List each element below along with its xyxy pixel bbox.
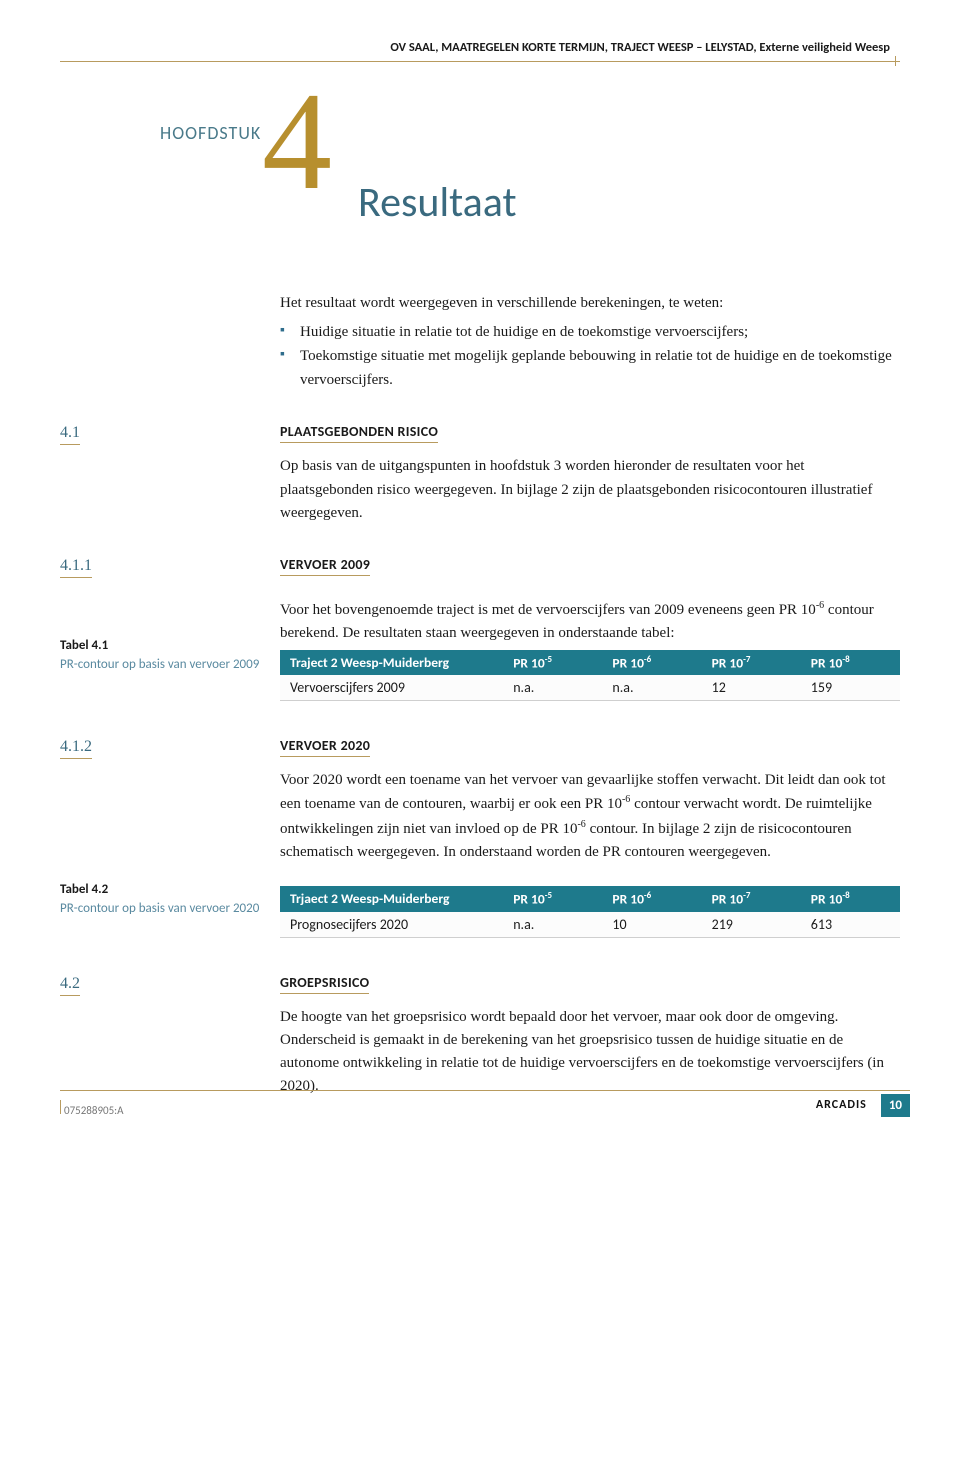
section-heading-4-1-1: VERVOER 2009 [280, 556, 370, 576]
table-header-row: Traject 2 Weesp-Muiderberg PR 10-5 PR 10… [280, 650, 900, 676]
chapter-title: Resultaat [358, 177, 517, 228]
table-header-cell: PR 10-7 [702, 886, 801, 912]
table-header-cell: PR 10-7 [702, 650, 801, 676]
header-tick-icon [895, 56, 896, 66]
table-cell: 12 [702, 675, 801, 701]
table-cell: 159 [801, 675, 900, 701]
footer-rule [60, 1090, 910, 1091]
chapter-number: 4 [262, 72, 332, 212]
table-4-1-caption-title: Tabel 4.1 [60, 638, 260, 653]
table-header-cell: PR 10-5 [503, 650, 602, 676]
table-header-cell: Trjaect 2 Weesp-Muiderberg [280, 886, 503, 912]
footer-page-number: 10 [881, 1094, 910, 1117]
table-4-1: Traject 2 Weesp-Muiderberg PR 10-5 PR 10… [280, 650, 900, 702]
intro-lead: Het resultaat wordt weergegeven in versc… [280, 292, 900, 315]
section-number-4-1-1: 4.1.1 [60, 557, 92, 578]
table-cell: n.a. [602, 675, 701, 701]
table-header-cell: PR 10-5 [503, 886, 602, 912]
table-cell: 10 [602, 912, 701, 938]
section-heading-4-1: PLAATSGEBONDEN RISICO [280, 423, 438, 443]
table-4-1-caption-desc: PR-contour op basis van vervoer 2009 [60, 656, 260, 674]
table-cell: 613 [801, 912, 900, 938]
table-row: Prognosecijfers 2020 n.a. 10 219 613 [280, 912, 900, 938]
text-span: Voor het bovengenoemde traject is met de… [280, 602, 816, 618]
chapter-label: HOOFDSTUK [160, 122, 261, 144]
table-row: Vervoerscijfers 2009 n.a. n.a. 12 159 [280, 675, 900, 701]
table-cell: n.a. [503, 675, 602, 701]
table-cell: 219 [702, 912, 801, 938]
table-cell: Vervoerscijfers 2009 [280, 675, 503, 701]
table-4-2-caption-desc: PR-contour op basis van vervoer 2020 [60, 900, 260, 918]
footer-doc-id: 075288905:A [60, 1104, 220, 1117]
list-item: Toekomstige situatie met mogelijk geplan… [280, 344, 900, 392]
section-heading-4-2: GROEPSRISICO [280, 974, 369, 994]
section-4-2-body: De hoogte van het groepsrisico wordt bep… [280, 1006, 900, 1099]
table-header-row: Trjaect 2 Weesp-Muiderberg PR 10-5 PR 10… [280, 886, 900, 912]
intro-bullet-list: Huidige situatie in relatie tot de huidi… [280, 320, 900, 392]
section-4-1-body: Op basis van de uitgangspunten in hoofds… [280, 455, 900, 525]
exponent: -6 [816, 600, 824, 611]
footer-brand: ARCADIS [816, 1098, 867, 1112]
chapter-heading: HOOFDSTUK 4 Resultaat [280, 122, 900, 242]
page-footer: 075288905:A ARCADIS 10 [60, 1094, 910, 1117]
table-4-2-caption-title: Tabel 4.2 [60, 882, 260, 897]
table-header-cell: Traject 2 Weesp-Muiderberg [280, 650, 503, 676]
section-number-4-2: 4.2 [60, 975, 80, 996]
section-number-4-1-2: 4.1.2 [60, 738, 92, 759]
section-4-1-1-intro: Voor het bovengenoemde traject is met de… [280, 598, 900, 646]
table-header-cell: PR 10-8 [801, 650, 900, 676]
table-4-2: Trjaect 2 Weesp-Muiderberg PR 10-5 PR 10… [280, 886, 900, 938]
section-heading-4-1-2: VERVOER 2020 [280, 737, 370, 757]
section-4-1-2-body: Voor 2020 wordt een toename van het verv… [280, 769, 900, 864]
list-item: Huidige situatie in relatie tot de huidi… [280, 320, 900, 344]
table-cell: n.a. [503, 912, 602, 938]
header-rule [60, 61, 900, 62]
table-cell: Prognosecijfers 2020 [280, 912, 503, 938]
section-number-4-1: 4.1 [60, 424, 80, 445]
exponent: -6 [577, 819, 585, 830]
table-header-cell: PR 10-6 [602, 886, 701, 912]
running-header: OV SAAL, MAATREGELEN KORTE TERMIJN, TRAJ… [60, 40, 900, 55]
table-header-cell: PR 10-8 [801, 886, 900, 912]
table-header-cell: PR 10-6 [602, 650, 701, 676]
